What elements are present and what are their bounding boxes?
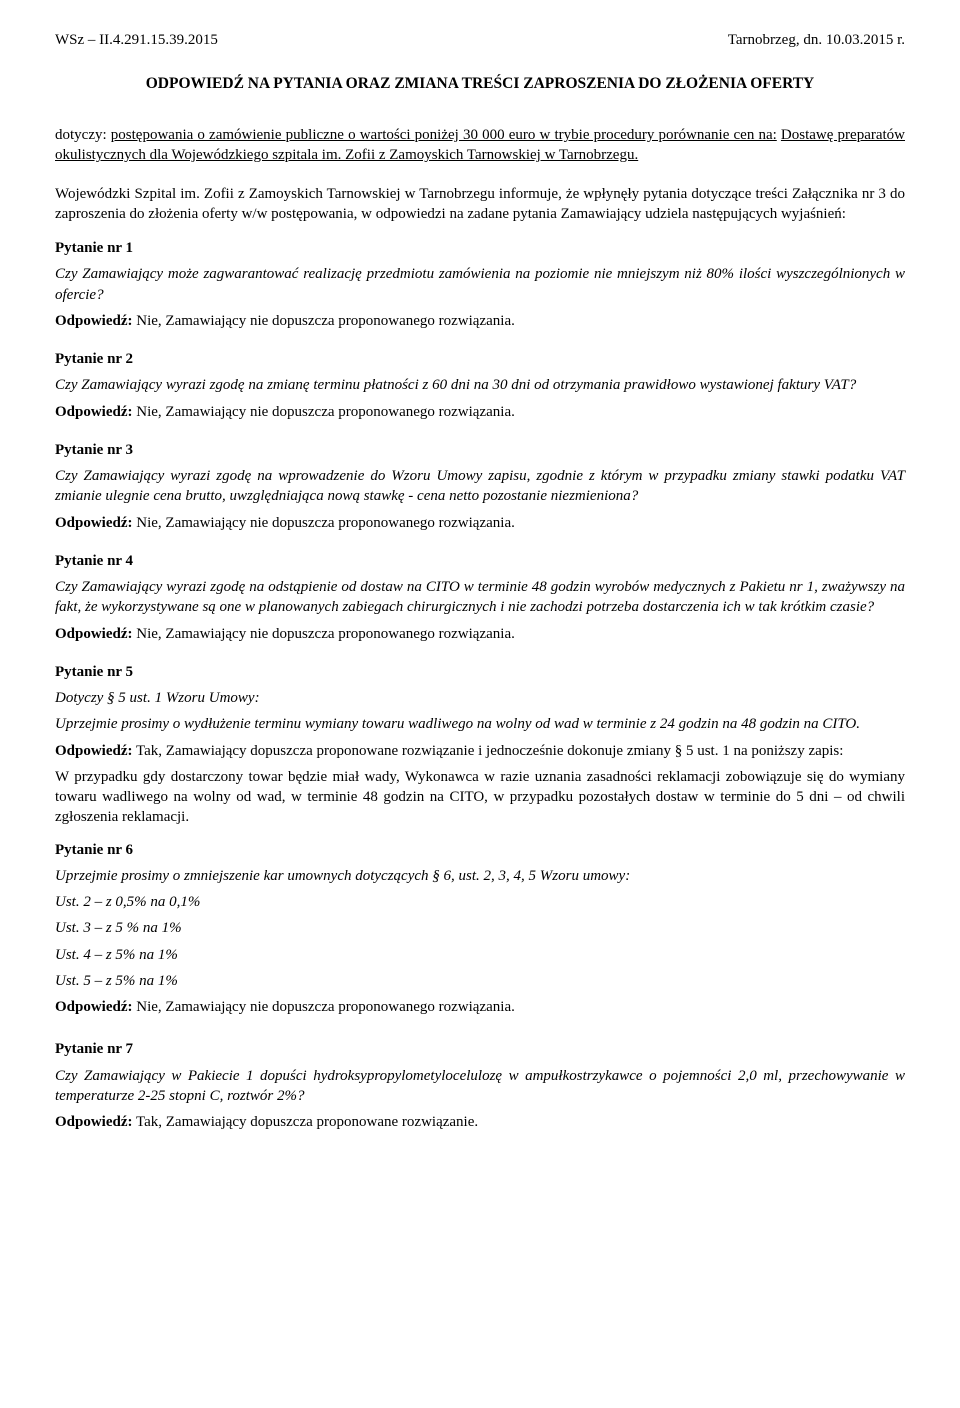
list-item: Ust. 5 – z 5% na 1% (55, 971, 905, 991)
question-block-6: Pytanie nr 6 Uprzejmie prosimy o zmniejs… (55, 840, 905, 1018)
answer-text: Nie, Zamawiający nie dopuszcza proponowa… (133, 515, 515, 531)
answer-line: Odpowiedź: Tak, Zamawiający dopuszcza pr… (55, 1112, 905, 1132)
answer-label: Odpowiedź: (55, 515, 133, 531)
question-block-1: Pytanie nr 1 Czy Zamawiający może zagwar… (55, 238, 905, 331)
question-text: Czy Zamawiający wyrazi zgodę na wprowadz… (55, 466, 905, 507)
answer-label: Odpowiedź: (55, 743, 133, 759)
answer-line: Odpowiedź: Nie, Zamawiający nie dopuszcz… (55, 997, 905, 1017)
doc-date: Tarnobrzeg, dn. 10.03.2015 r. (728, 30, 905, 50)
intro-paragraph: dotyczy: postępowania o zamówienie publi… (55, 125, 905, 166)
question-text: Uprzejmie prosimy o zmniejszenie kar umo… (55, 866, 905, 886)
list-item: Ust. 4 – z 5% na 1% (55, 945, 905, 965)
question-label: Pytanie nr 4 (55, 551, 905, 571)
question-label: Pytanie nr 5 (55, 662, 905, 682)
answer-line: Odpowiedź: Tak, Zamawiający dopuszcza pr… (55, 741, 905, 761)
question-text: Czy Zamawiający w Pakiecie 1 dopuści hyd… (55, 1066, 905, 1107)
answer-extra: W przypadku gdy dostarczony towar będzie… (55, 767, 905, 828)
question-pre: Dotyczy § 5 ust. 1 Wzoru Umowy: (55, 688, 905, 708)
question-label: Pytanie nr 7 (55, 1039, 905, 1059)
question-text: Uprzejmie prosimy o wydłużenie terminu w… (55, 714, 905, 734)
question-block-3: Pytanie nr 3 Czy Zamawiający wyrazi zgod… (55, 440, 905, 533)
answer-text: Nie, Zamawiający nie dopuszcza proponowa… (133, 404, 515, 420)
answer-line: Odpowiedź: Nie, Zamawiający nie dopuszcz… (55, 513, 905, 533)
answer-text: Nie, Zamawiający nie dopuszcza proponowa… (133, 313, 515, 329)
intro-prefix: dotyczy: (55, 127, 111, 143)
list-item: Ust. 3 – z 5 % na 1% (55, 918, 905, 938)
answer-label: Odpowiedź: (55, 626, 133, 642)
doc-title: ODPOWIEDŹ NA PYTANIA ORAZ ZMIANA TREŚCI … (55, 74, 905, 95)
list-item: Ust. 2 – z 0,5% na 0,1% (55, 892, 905, 912)
question-label: Pytanie nr 1 (55, 238, 905, 258)
answer-label: Odpowiedź: (55, 313, 133, 329)
header-row: WSz – II.4.291.15.39.2015 Tarnobrzeg, dn… (55, 30, 905, 50)
answer-line: Odpowiedź: Nie, Zamawiający nie dopuszcz… (55, 624, 905, 644)
question-block-4: Pytanie nr 4 Czy Zamawiający wyrazi zgod… (55, 551, 905, 644)
answer-label: Odpowiedź: (55, 999, 133, 1015)
document-page: WSz – II.4.291.15.39.2015 Tarnobrzeg, dn… (0, 0, 960, 1408)
question-label: Pytanie nr 6 (55, 840, 905, 860)
answer-text: Nie, Zamawiający nie dopuszcza proponowa… (133, 999, 515, 1015)
question-text: Czy Zamawiający wyrazi zgodę na odstąpie… (55, 577, 905, 618)
question-text: Czy Zamawiający może zagwarantować reali… (55, 264, 905, 305)
question-block-2: Pytanie nr 2 Czy Zamawiający wyrazi zgod… (55, 349, 905, 422)
question-block-7: Pytanie nr 7 Czy Zamawiający w Pakiecie … (55, 1039, 905, 1132)
intro-underline: postępowania o zamówienie publiczne o wa… (111, 127, 777, 143)
answer-text: Nie, Zamawiający nie dopuszcza proponowa… (133, 626, 515, 642)
answer-label: Odpowiedź: (55, 404, 133, 420)
answer-line: Odpowiedź: Nie, Zamawiający nie dopuszcz… (55, 311, 905, 331)
question-label: Pytanie nr 3 (55, 440, 905, 460)
question-block-5: Pytanie nr 5 Dotyczy § 5 ust. 1 Wzoru Um… (55, 662, 905, 828)
preamble: Wojewódzki Szpital im. Zofii z Zamoyskic… (55, 184, 905, 225)
answer-line: Odpowiedź: Nie, Zamawiający nie dopuszcz… (55, 402, 905, 422)
answer-label: Odpowiedź: (55, 1114, 133, 1130)
question-text: Czy Zamawiający wyrazi zgodę na zmianę t… (55, 375, 905, 395)
question-label: Pytanie nr 2 (55, 349, 905, 369)
answer-text: Tak, Zamawiający dopuszcza proponowane r… (133, 743, 844, 759)
answer-text: Tak, Zamawiający dopuszcza proponowane r… (133, 1114, 479, 1130)
doc-reference: WSz – II.4.291.15.39.2015 (55, 30, 218, 50)
